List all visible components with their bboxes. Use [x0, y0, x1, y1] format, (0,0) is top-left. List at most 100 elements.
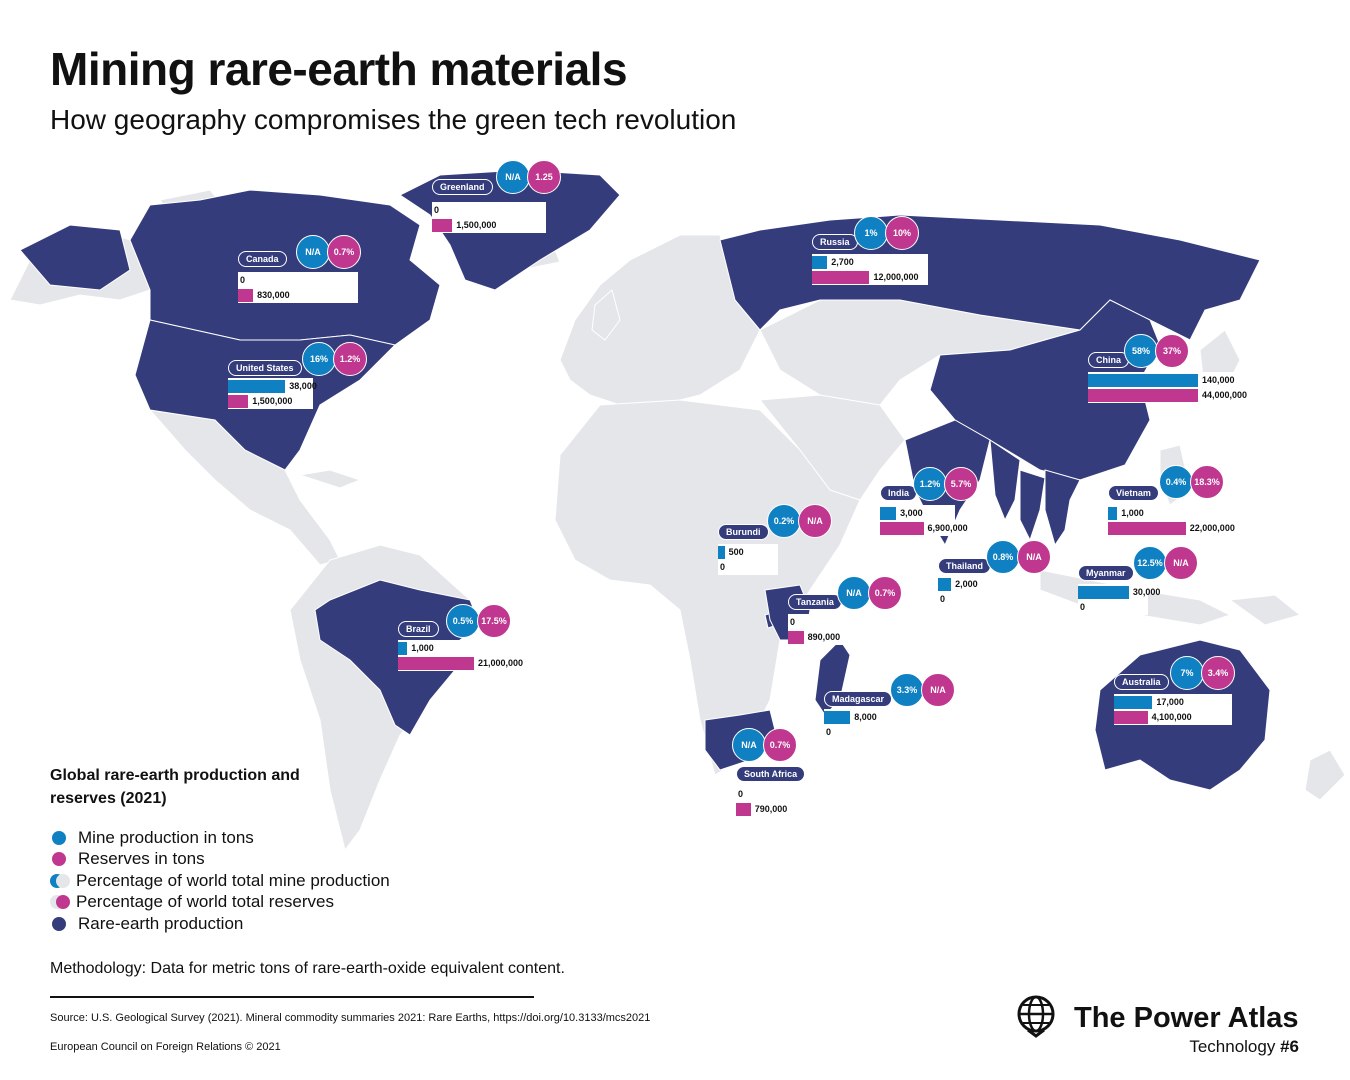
production-bar [398, 642, 408, 655]
production-percent-bubble: N/A [732, 728, 766, 762]
land-africa [554, 399, 861, 776]
production-bar [1114, 696, 1153, 709]
production-bar [718, 546, 725, 559]
reserves-dot-icon [52, 852, 66, 866]
land-us-alaska [19, 224, 131, 291]
data-card: 1,000 22,000,000 [1108, 505, 1235, 536]
reserves-percent-bubble: N/A [921, 673, 955, 707]
production-percent-bubble: 0.5% [446, 604, 480, 638]
source-note: Source: U.S. Geological Survey (2021). M… [50, 1012, 651, 1024]
reserves-bar [238, 289, 254, 302]
reserves-value: 890,000 [807, 632, 841, 642]
country-name-tag: India [880, 485, 918, 501]
reserves-percent-bubble: N/A [1164, 546, 1198, 580]
reserves-value: 4,100,000 [1151, 712, 1192, 722]
land-papua [1228, 594, 1302, 626]
data-card: 0 1,500,000 [432, 202, 546, 233]
reserves-percent-bubble: 0.7% [763, 728, 797, 762]
production-value: 0 [738, 789, 744, 799]
production-bar [1108, 507, 1118, 520]
reserves-bar [736, 803, 751, 816]
data-card: 0 790,000 [736, 786, 798, 817]
reserves-bar [812, 271, 870, 284]
data-card: 0 830,000 [238, 272, 358, 303]
data-card: 0 890,000 [788, 614, 848, 645]
legend-label: Percentage of world total mine productio… [76, 871, 390, 890]
reserves-bar [1108, 522, 1186, 535]
data-card: 38,000 1,500,000 [228, 378, 317, 409]
land-thailand [1019, 469, 1046, 542]
reserves-percent-bubble: 17.5% [477, 604, 511, 638]
copyright-note: European Council on Foreign Relations © … [50, 1041, 281, 1053]
country-name-tag: Brazil [398, 621, 439, 637]
reserves-value: 830,000 [257, 290, 290, 300]
production-value: 3,000 [900, 508, 923, 518]
production-value: 30,000 [1132, 587, 1161, 597]
reserves-value: 44,000,000 [1202, 390, 1248, 400]
reserves-percent-bubble: 37% [1155, 334, 1189, 368]
production-value: 8,000 [854, 712, 877, 722]
country-name-tag: Burundi [718, 524, 769, 540]
page-title: Mining rare-earth materials [50, 43, 628, 95]
data-card: 2,000 0 [938, 576, 988, 607]
production-percent-bubble: 1% [854, 216, 888, 250]
production-bar [812, 256, 828, 269]
methodology-note: Methodology: Data for metric tons of rar… [50, 960, 565, 977]
production-percent-bubble: N/A [296, 235, 330, 269]
reserves-percent-dot-icon [56, 895, 70, 909]
reserves-value: 22,000,000 [1189, 523, 1235, 533]
data-card: 140,000 44,000,000 [1088, 372, 1268, 403]
data-card: 30,000 0 [1078, 584, 1160, 615]
legend-label: Reserves in tons [78, 849, 205, 868]
production-percent-bubble: 0.4% [1159, 465, 1193, 499]
production-bar [1078, 586, 1129, 599]
country-name-tag: China [1088, 352, 1130, 368]
production-value: 140,000 [1202, 375, 1235, 385]
page-subtitle: How geography compromises the green tech… [50, 104, 737, 135]
reserves-percent-bubble: 1.2% [333, 342, 367, 376]
country-name-tag: Madagascar [824, 691, 893, 707]
production-bar [938, 578, 952, 591]
production-value: 0 [790, 617, 796, 627]
land-new-zealand [1304, 749, 1346, 801]
country-name-tag: South Africa [736, 766, 806, 782]
reserves-bar [398, 657, 474, 670]
data-card: 3,000 6,900,000 [880, 505, 968, 536]
reserves-bar [1088, 389, 1198, 402]
land-caribbean [299, 469, 362, 489]
land-uk [591, 289, 621, 341]
land-myanmar [989, 439, 1021, 522]
reserves-percent-bubble: 3.4% [1201, 656, 1235, 690]
data-card: 500 0 [718, 544, 778, 575]
country-name-tag: Greenland [432, 179, 493, 195]
production-percent-bubble: 7% [1170, 656, 1204, 690]
reserves-value: 0 [940, 594, 946, 604]
brand-series-number: #6 [1280, 1037, 1299, 1056]
brand-series-label: Technology [1189, 1037, 1276, 1056]
legend-label: Rare-earth production [78, 914, 244, 933]
production-percent-bubble: 0.2% [767, 504, 801, 538]
production-dot-icon [52, 831, 66, 845]
production-percent-bubble: N/A [837, 576, 871, 610]
reserves-percent-bubble: 0.7% [327, 235, 361, 269]
reserves-bar [432, 219, 453, 232]
country-name-tag: Thailand [938, 558, 992, 574]
country-name-tag: Russia [812, 234, 858, 250]
reserves-value: 12,000,000 [873, 272, 919, 282]
reserves-percent-bubble: 1.25 [527, 160, 561, 194]
reserves-percent-bubble: N/A [1017, 540, 1051, 574]
reserves-percent-bubble: 5.7% [944, 467, 978, 501]
reserves-percent-bubble: 18.3% [1190, 465, 1224, 499]
reserves-value: 0 [826, 727, 832, 737]
legend-label: Percentage of world total reserves [76, 892, 334, 911]
land-vietnam [1044, 469, 1081, 547]
brand-name: The Power Atlas [1074, 1002, 1299, 1034]
land-canada [129, 189, 441, 346]
reserves-percent-bubble: 0.7% [868, 576, 902, 610]
reserves-value: 0 [1080, 602, 1086, 612]
reserves-value: 21,000,000 [477, 658, 524, 668]
reserves-bar [788, 631, 804, 644]
country-name-tag: Vietnam [1108, 485, 1159, 501]
production-bar [1088, 374, 1198, 387]
data-card: 17,000 4,100,000 [1114, 694, 1232, 725]
